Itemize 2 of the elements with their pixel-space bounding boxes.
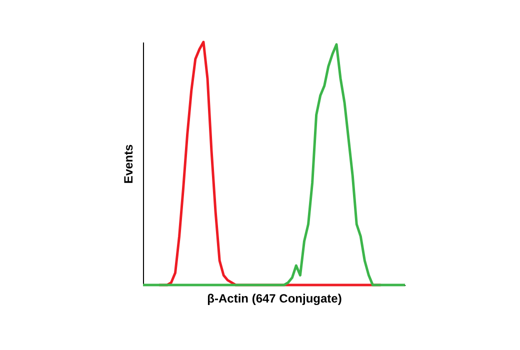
x-axis-title: β-Actin (647 Conjugate): [207, 292, 342, 306]
y-axis-title: Events: [122, 144, 136, 184]
